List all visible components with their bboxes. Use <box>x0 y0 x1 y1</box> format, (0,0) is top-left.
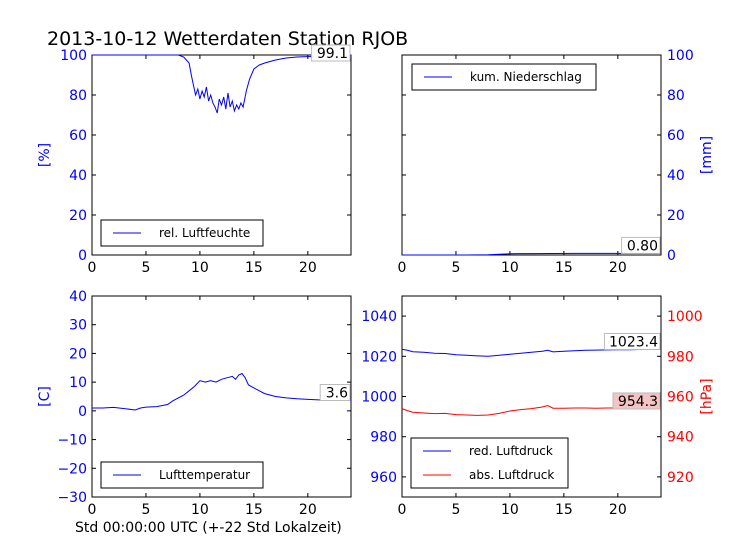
y-tick-label: 60 <box>667 128 685 144</box>
y-tick-label: −30 <box>57 490 87 506</box>
y-tick-label: 30 <box>69 318 87 334</box>
y-tick-label: 100 <box>667 48 694 64</box>
y-tick-label: 40 <box>667 168 685 184</box>
y-tick-label: 20 <box>667 208 685 224</box>
x-tick-label: 0 <box>88 260 97 276</box>
last-value-box <box>621 236 661 254</box>
last-value-box <box>603 332 661 350</box>
last-value-box <box>612 392 661 410</box>
x-tick-label: 0 <box>88 502 97 518</box>
series-line <box>402 252 661 256</box>
x-tick-label: 5 <box>141 502 150 518</box>
chart-title: 2013-10-12 Wetterdaten Station RJOB <box>47 28 408 50</box>
y-tick-label: 960 <box>667 390 694 406</box>
last-value-label: 99.1 <box>317 46 348 62</box>
y-tick-label: 0 <box>78 248 87 264</box>
humidity-panel: 0 5 10 15 20 0 20 40 60 80 100 [%] rel. Luftfeuchte 9… <box>37 44 352 276</box>
last-value-label: 3.6 <box>326 386 348 402</box>
y-tick-label: 1000 <box>667 309 703 325</box>
legend-label: Lufttemperatur <box>159 468 250 482</box>
temperature-panel: 0 5 10 15 20 −30 −20 −10 0 10 20 30 40 [C] Lufttempera… <box>37 289 352 518</box>
x-tick-label: 0 <box>398 260 407 276</box>
x-tick-label: 15 <box>245 260 263 276</box>
y-axis-label: [hPa] <box>699 378 715 414</box>
legend-label: abs. Luftdruck <box>469 468 554 482</box>
legend-label: rel. Luftfeuchte <box>159 226 250 240</box>
y-tick-label: −20 <box>57 461 87 477</box>
x-tick-label: 0 <box>398 502 407 518</box>
x-tick-label: 20 <box>609 502 627 518</box>
y-tick-label: 20 <box>69 346 87 362</box>
legend-label: kum. Niederschlag <box>470 70 582 84</box>
x-tick-label: 10 <box>191 502 209 518</box>
precipitation-panel: 0 5 10 15 20 0 20 40 60 80 100 [mm] kum. Niederschla… <box>398 48 715 276</box>
y-tick-label: 980 <box>370 430 397 446</box>
y-tick-label: 20 <box>69 208 87 224</box>
y-tick-label: 80 <box>69 88 87 104</box>
y-tick-label: −10 <box>57 433 87 449</box>
last-value-box <box>319 384 351 402</box>
last-value-label: 954.3 <box>618 394 658 410</box>
last-value-label: 1023.4 <box>609 334 658 350</box>
x-tick-label: 10 <box>501 502 519 518</box>
x-tick-label: 20 <box>609 260 627 276</box>
series-line <box>92 54 351 114</box>
y-tick-label: 0 <box>667 248 676 264</box>
legend-box <box>410 437 569 489</box>
y-axis-label: [%] <box>37 143 53 167</box>
y-tick-label: 80 <box>667 88 685 104</box>
x-tick-label: 5 <box>451 260 460 276</box>
x-tick-label: 15 <box>555 502 573 518</box>
last-value-label: 0.80 <box>627 238 658 254</box>
y-tick-label: 1040 <box>361 309 397 325</box>
y-tick-label: 40 <box>69 289 87 305</box>
y-axis-label: [C] <box>37 386 53 407</box>
series-line <box>92 372 351 411</box>
x-tick-label: 15 <box>555 260 573 276</box>
y-tick-label: 10 <box>69 375 87 391</box>
y-tick-label: 1000 <box>361 390 397 406</box>
x-tick-label: 5 <box>141 260 150 276</box>
x-tick-label: 20 <box>299 502 317 518</box>
y-tick-label: 0 <box>78 404 87 420</box>
last-value-box <box>311 44 351 62</box>
x-tick-label: 10 <box>501 260 519 276</box>
legend-box <box>100 219 264 247</box>
y-tick-label: 60 <box>69 128 87 144</box>
y-tick-label: 1020 <box>361 349 397 365</box>
x-tick-label: 15 <box>245 502 263 518</box>
y-tick-label: 940 <box>667 430 694 446</box>
x-tick-label: 20 <box>299 260 317 276</box>
legend-label: red. Luftdruck <box>469 444 553 458</box>
y-tick-label: 920 <box>667 470 694 486</box>
y-tick-label: 960 <box>370 470 397 486</box>
y-tick-label: 40 <box>69 168 87 184</box>
y-axis-label: [mm] <box>699 136 715 174</box>
x-tick-label: 10 <box>191 260 209 276</box>
pressure-panel: 0 5 10 15 20 960 980 1000 1020 1040 920 940 960 980 10… <box>361 295 715 518</box>
y-tick-label: 980 <box>667 349 694 365</box>
x-axis-label: Std 00:00:00 UTC (+-22 Std Lokalzeit) <box>75 520 342 536</box>
y-tick-label: 100 <box>60 48 87 64</box>
x-tick-label: 5 <box>451 502 460 518</box>
